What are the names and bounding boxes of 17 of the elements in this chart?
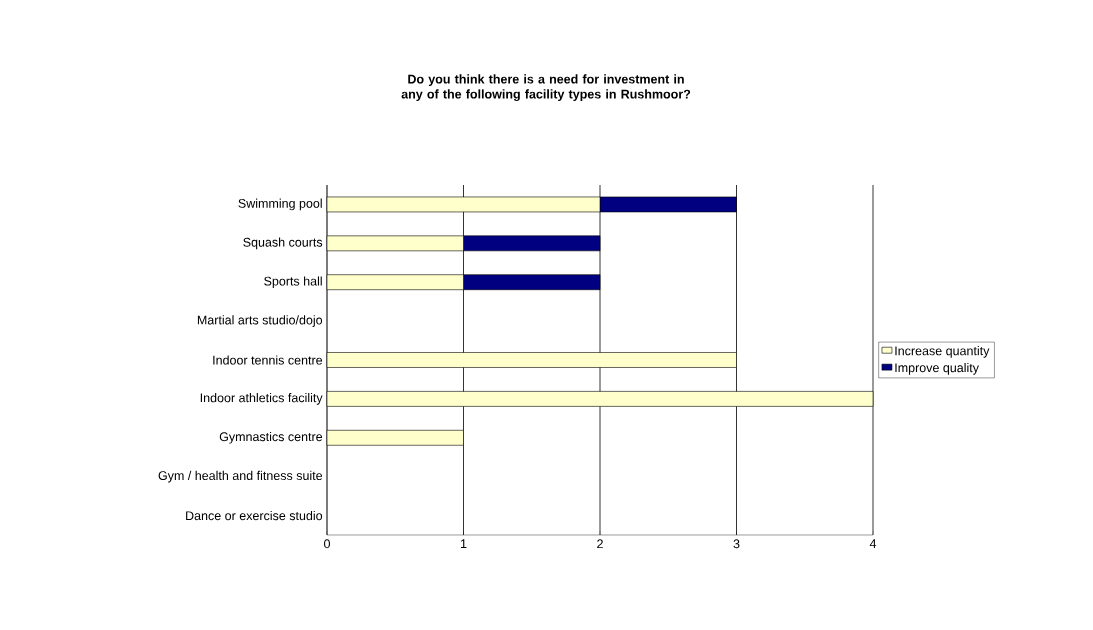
y-tick-label: Squash courts [243,237,323,250]
x-tick-label: 4 [869,539,877,548]
x-tick-label: 3 [733,539,740,549]
y-tick-label: Swimming pool [238,198,322,211]
x-tick-label: 0 [324,539,330,549]
x-tick-label: 2 [597,539,603,549]
y-tick-label: Indoor athletics facility [200,393,323,405]
y-tick-label: Indoor tennis centre [213,355,323,365]
y-tick-label: Sports hall [264,276,322,289]
legend-label: Increase quantity [895,346,990,358]
legend-label: Improve quality [895,362,979,375]
y-tick-label: Gymnastics centre [219,431,323,444]
chart-title: Do you think there is a need for investment in any of the following facility types in Rushmoor? [401,74,691,102]
x-tick-label: 1 [460,539,467,548]
y-tick-label: Dance or exercise studio [186,510,323,521]
y-tick-label: Martial arts studio/dojo [197,315,323,327]
y-tick-label: Gym / health and fitness suite [158,470,323,483]
